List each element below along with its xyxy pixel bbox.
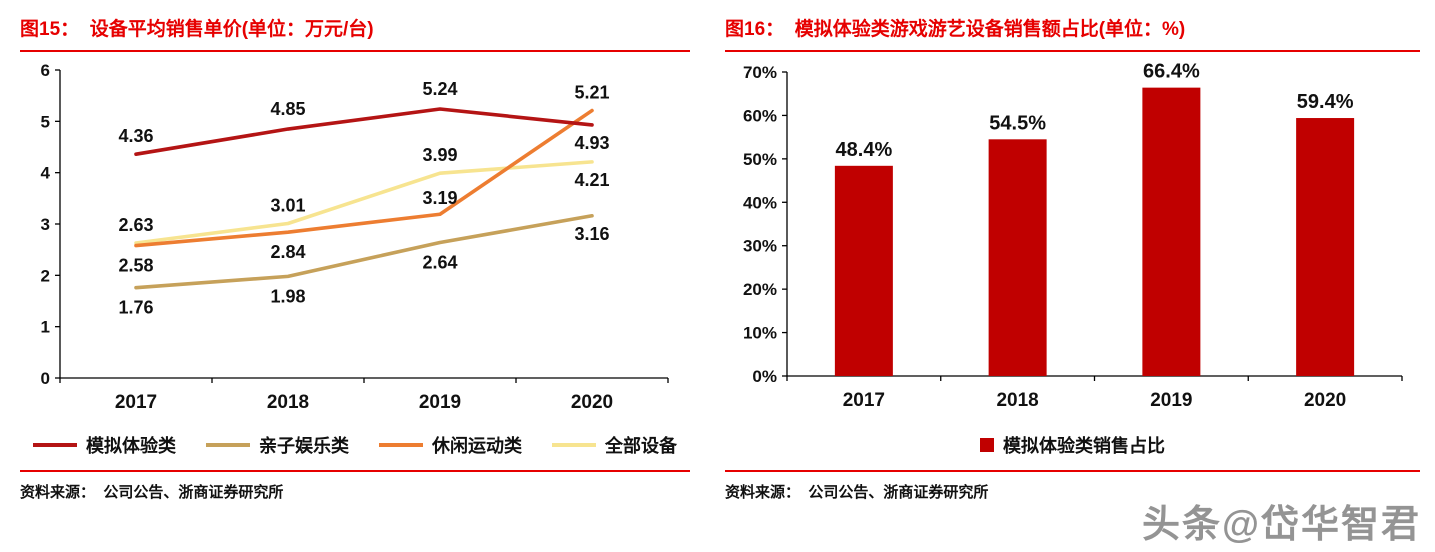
svg-text:40%: 40% (743, 193, 777, 212)
svg-text:2.64: 2.64 (422, 252, 457, 272)
svg-text:2019: 2019 (1150, 390, 1192, 411)
figure-15-title: 图15： 设备平均销售单价(单位：万元/台) (20, 10, 690, 52)
svg-text:30%: 30% (743, 237, 777, 256)
svg-text:2: 2 (41, 266, 50, 285)
svg-text:5.24: 5.24 (422, 79, 457, 99)
svg-text:48.4%: 48.4% (836, 139, 893, 161)
svg-text:3.16: 3.16 (574, 224, 609, 244)
figure-15-source: 资料来源： 公司公告、浙商证券研究所 (20, 470, 690, 502)
legend-item-亲子娱乐类: 亲子娱乐类 (206, 432, 349, 458)
legend-item-sales-share: 模拟体验类销售占比 (980, 432, 1165, 458)
svg-text:2017: 2017 (115, 392, 157, 413)
svg-text:2017: 2017 (843, 390, 885, 411)
svg-text:1.98: 1.98 (270, 286, 305, 306)
line-plot: 0 1 2 3 4 5 6 2017 2018 2019 2020 4.36 4.85 5.24 4.93 1… (41, 61, 669, 413)
legend-swatch (552, 443, 596, 447)
series-休闲运动类 (134, 108, 594, 248)
sales-share-bar-chart: 0% 10% 20% 30% 40% 50% 60% 70% 2017 48.4% 2018 54.5… (743, 61, 1403, 411)
svg-text:10%: 10% (743, 324, 777, 343)
legend-swatch (379, 443, 423, 447)
figure-15-panel: 图15： 设备平均销售单价(单位：万元/台) 0 1 2 3 4 5 6 2017 2018 20… (0, 0, 705, 552)
svg-text:2.58: 2.58 (118, 256, 153, 276)
svg-text:3.19: 3.19 (422, 188, 457, 208)
bar-2017 (834, 165, 893, 376)
legend-label: 模拟体验类 (86, 436, 176, 456)
svg-text:2018: 2018 (267, 392, 309, 413)
legend-label: 全部设备 (605, 436, 677, 456)
svg-text:60%: 60% (743, 106, 777, 125)
legend-item-休闲运动类: 休闲运动类 (379, 432, 522, 458)
legend-swatch (33, 443, 77, 447)
svg-text:50%: 50% (743, 150, 777, 169)
svg-text:2020: 2020 (571, 392, 613, 413)
series-亲子娱乐类 (134, 213, 594, 290)
legend-label: 休闲运动类 (432, 436, 522, 456)
svg-text:0: 0 (41, 369, 50, 388)
svg-text:66.4%: 66.4% (1143, 61, 1200, 83)
svg-text:54.5%: 54.5% (989, 112, 1046, 134)
series-模拟体验类 (134, 107, 594, 156)
svg-text:2.63: 2.63 (118, 215, 153, 235)
svg-text:3.99: 3.99 (422, 145, 457, 165)
svg-text:2.84: 2.84 (270, 242, 305, 262)
svg-text:4.93: 4.93 (574, 133, 609, 153)
svg-text:5.21: 5.21 (574, 83, 609, 103)
svg-text:1.76: 1.76 (118, 298, 153, 318)
svg-text:1: 1 (41, 318, 50, 337)
svg-text:4.21: 4.21 (574, 170, 609, 190)
svg-text:0%: 0% (752, 367, 777, 386)
legend-item-模拟体验类: 模拟体验类 (33, 432, 176, 458)
svg-text:5: 5 (41, 112, 50, 131)
svg-text:3: 3 (41, 215, 50, 234)
legend-label: 模拟体验类销售占比 (1003, 436, 1165, 456)
svg-text:4.85: 4.85 (270, 99, 305, 119)
legend-swatch (980, 438, 994, 452)
svg-text:4: 4 (41, 164, 51, 183)
svg-text:2019: 2019 (419, 392, 461, 413)
series-全部设备 (134, 160, 594, 245)
svg-text:70%: 70% (743, 63, 777, 82)
svg-text:3.01: 3.01 (270, 195, 305, 215)
svg-text:2020: 2020 (1304, 390, 1346, 411)
svg-text:6: 6 (41, 61, 50, 80)
legend-label: 亲子娱乐类 (259, 436, 349, 456)
legend-swatch (206, 443, 250, 447)
svg-text:4.36: 4.36 (118, 126, 153, 146)
svg-text:59.4%: 59.4% (1297, 91, 1354, 113)
figure-16-source: 资料来源： 公司公告、浙商证券研究所 (725, 470, 1420, 502)
legend-item-全部设备: 全部设备 (552, 432, 677, 458)
figure-16-title: 图16： 模拟体验类游戏游艺设备销售额占比(单位：%) (725, 10, 1420, 52)
figure-16-panel: 图16： 模拟体验类游戏游艺设备销售额占比(单位：%) 0% 10% 20% 30% 4… (705, 0, 1435, 552)
bar-2018 (988, 139, 1047, 376)
left-legend: 模拟体验类 亲子娱乐类 休闲运动类 全部设备 (20, 430, 690, 460)
svg-text:2018: 2018 (996, 390, 1038, 411)
unit-price-line-chart: 0 1 2 3 4 5 6 2017 2018 2019 2020 4.36 4.85 5.24 4.93 1… (41, 61, 669, 413)
bar-plot: 0% 10% 20% 30% 40% 50% 60% 70% 2017 48.4% 2018 54.5… (743, 61, 1403, 411)
bar-2020 (1296, 118, 1355, 376)
watermark: 头条@岱华智君 (1141, 504, 1421, 546)
right-legend: 模拟体验类销售占比 (725, 430, 1420, 460)
bar-2019 (1142, 87, 1201, 377)
svg-text:20%: 20% (743, 280, 777, 299)
